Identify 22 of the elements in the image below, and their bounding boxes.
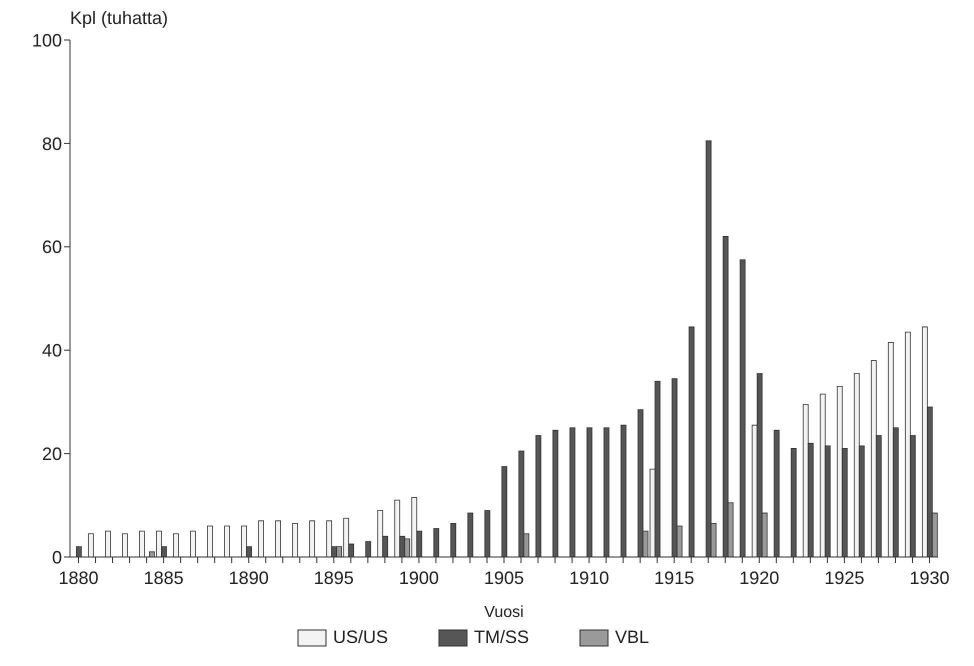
x-tick-label: 1910 [569,568,610,588]
y-tick-label: 80 [42,134,62,154]
y-tick-label: 20 [42,444,62,464]
x-tick-label: 1905 [484,568,524,588]
x-tick-label: 1915 [654,568,694,588]
x-tick-label: 1900 [398,568,439,588]
x-tick-label: 1885 [144,568,184,588]
legend-label: VBL [615,627,650,648]
y-tick-label: 60 [42,237,62,258]
y-tick-label: 100 [32,30,62,50]
legend-label: US/US [332,627,388,648]
x-tick-label: 1925 [824,568,864,588]
x-tick-label: 1920 [739,568,780,588]
x-tick-label: 1880 [58,568,99,588]
x-tick-label: 1930 [909,568,950,588]
y-axis-title: Kpl (tuhatta) [70,8,168,29]
legend-label: TM/SS [474,627,529,648]
x-tick-label: 1890 [228,568,269,588]
y-tick-label: 40 [42,340,62,361]
x-tick-label: 1895 [314,568,354,588]
y-tick-label: 0 [52,547,62,568]
x-axis-title: Vuosi [484,604,524,621]
